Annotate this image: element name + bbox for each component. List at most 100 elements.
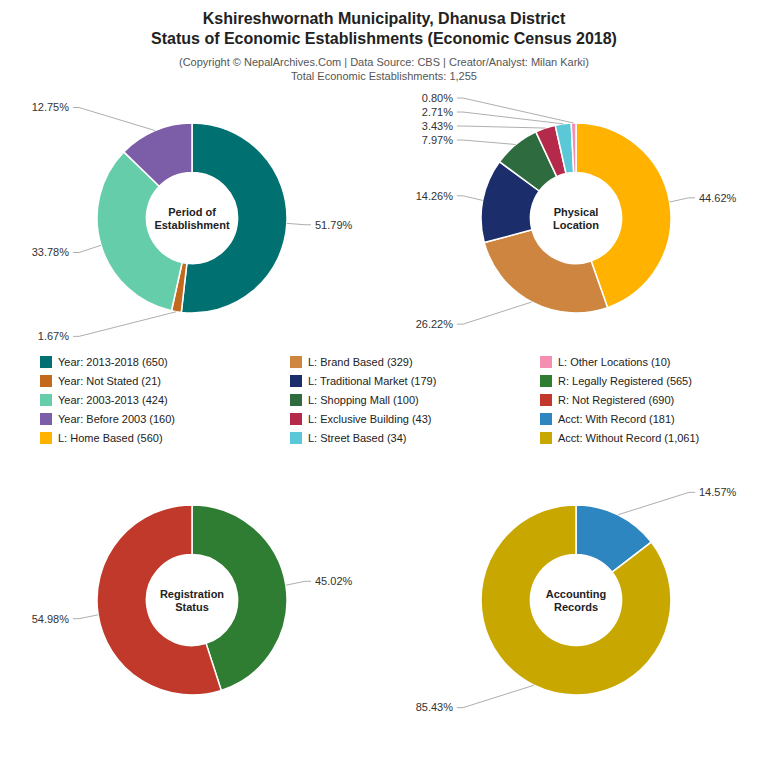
legend-label: L: Street Based (34) [308,432,406,444]
text-line: Records [554,601,598,613]
data-label: 54.98% [32,613,70,625]
data-label: 33.78% [32,246,70,258]
data-label: 14.57% [699,486,737,498]
donut-chart: RegistrationStatus 45.02% 54.98% [32,505,353,695]
donut-label: AccountingRecords [546,588,607,613]
legend-swatch [290,375,302,387]
slice [571,123,576,172]
data-labels: 51.79%1.67%33.78%12.75% [32,101,353,342]
legend-swatch [40,413,52,425]
legend-item: L: Home Based (560) [40,432,163,444]
donut-label: PhysicalLocation [553,206,599,231]
data-label: 2.71% [422,106,453,118]
legend-swatch [290,432,302,444]
data-label: 45.02% [315,575,353,587]
data-label: 1.67% [38,330,69,342]
legend-item: L: Shopping Mall (100) [290,394,419,406]
donut-label: RegistrationStatus [160,588,224,613]
text-line: Period of [168,206,216,218]
legend-item: Year: Not Stated (21) [40,375,161,387]
leader-line [457,685,534,707]
legend-item: L: Street Based (34) [290,432,406,444]
legend-item: Acct: Without Record (1,061) [540,432,699,444]
legend-item: L: Other Locations (10) [540,356,671,368]
data-label: 12.75% [32,101,70,113]
legend-label: R: Not Registered (690) [558,394,674,406]
leader-line [73,312,176,337]
legend-label: L: Exclusive Building (43) [308,413,432,425]
subtitle: (Copyright © NepalArchives.Com | Data So… [179,56,589,82]
legend-item: R: Not Registered (690) [540,394,674,406]
leader-line [457,302,532,324]
text-line: Location [553,219,599,231]
legend-swatch [540,375,552,387]
leader-line [457,126,545,128]
data-label: 0.80% [422,92,453,104]
slices [481,505,671,695]
data-label: 85.43% [416,701,454,713]
legend-swatch [540,356,552,368]
legend-label: L: Home Based (560) [58,432,163,444]
data-labels: 45.02% 54.98% [32,575,353,624]
legend-swatch [40,356,52,368]
leader-line [457,112,563,124]
text-line: Status of Economic Establishments (Econo… [151,30,617,47]
legend-item: Year: Before 2003 (160) [40,413,175,425]
legend-label: L: Shopping Mall (100) [308,394,419,406]
donut-chart: AccountingRecords 14.57% 85.43% [416,486,737,713]
leader-line [457,196,483,201]
text-line: Total Economic Establishments: 1,255 [291,70,477,82]
legend: Year: 2013-2018 (650) Year: Not Stated (2… [40,356,699,444]
leader-line [287,223,311,224]
legend-swatch [290,356,302,368]
legend-label: L: Other Locations (10) [558,356,671,368]
legend-label: Year: 2003-2013 (424) [58,394,168,406]
text-line: Establishment [154,219,230,231]
title: Kshireshwornath Municipality, Dhanusa Di… [151,10,617,47]
legend-label: Year: Not Stated (21) [58,375,161,387]
text-line: Kshireshwornath Municipality, Dhanusa Di… [203,10,566,27]
data-label: 14.26% [416,190,454,202]
legend-label: L: Traditional Market (179) [308,375,436,387]
donut-chart: PhysicalLocation44.62%26.22%14.26%7.97%3… [416,92,737,330]
data-label: 3.43% [422,120,453,132]
legend-swatch [290,394,302,406]
data-label: 26.22% [416,318,454,330]
legend-label: R: Legally Registered (565) [558,375,692,387]
donut-chart: Period ofEstablishment51.79%1.67%33.78%1… [32,101,353,342]
legend-label: L: Brand Based (329) [308,356,413,368]
data-label: 44.62% [699,192,737,204]
legend-swatch [540,432,552,444]
leader-line [457,140,516,144]
slice [481,505,671,695]
legend-label: Acct: Without Record (1,061) [558,432,699,444]
leader-line [618,492,695,514]
legend-swatch [40,394,52,406]
leader-line [457,98,574,123]
chart-root: Kshireshwornath Municipality, Dhanusa Di… [0,0,768,768]
slices [97,123,287,313]
legend-swatch [290,413,302,425]
legend-label: Acct: With Record (181) [558,413,675,425]
legend-swatch [40,432,52,444]
legend-label: Year: Before 2003 (160) [58,413,175,425]
data-labels: 14.57% 85.43% [416,486,737,713]
donut-label: Period ofEstablishment [154,206,230,231]
text-line: Accounting [546,588,607,600]
legend-item: L: Exclusive Building (43) [290,413,432,425]
leader-line [286,581,311,585]
slice [97,505,221,695]
legend-item: L: Traditional Market (179) [290,375,436,387]
slice [484,230,607,313]
text-line: Status [175,601,209,613]
legend-item: L: Brand Based (329) [290,356,413,368]
text-line: (Copyright © NepalArchives.Com | Data So… [179,56,589,68]
legend-swatch [540,413,552,425]
slice [124,123,192,186]
legend-item: Year: 2013-2018 (650) [40,356,168,368]
legend-swatch [540,394,552,406]
data-labels: 44.62%26.22%14.26%7.97%3.43%2.71%0.80% [416,92,737,330]
slices [481,123,671,313]
legend-item: R: Legally Registered (565) [540,375,692,387]
legend-swatch [40,375,52,387]
